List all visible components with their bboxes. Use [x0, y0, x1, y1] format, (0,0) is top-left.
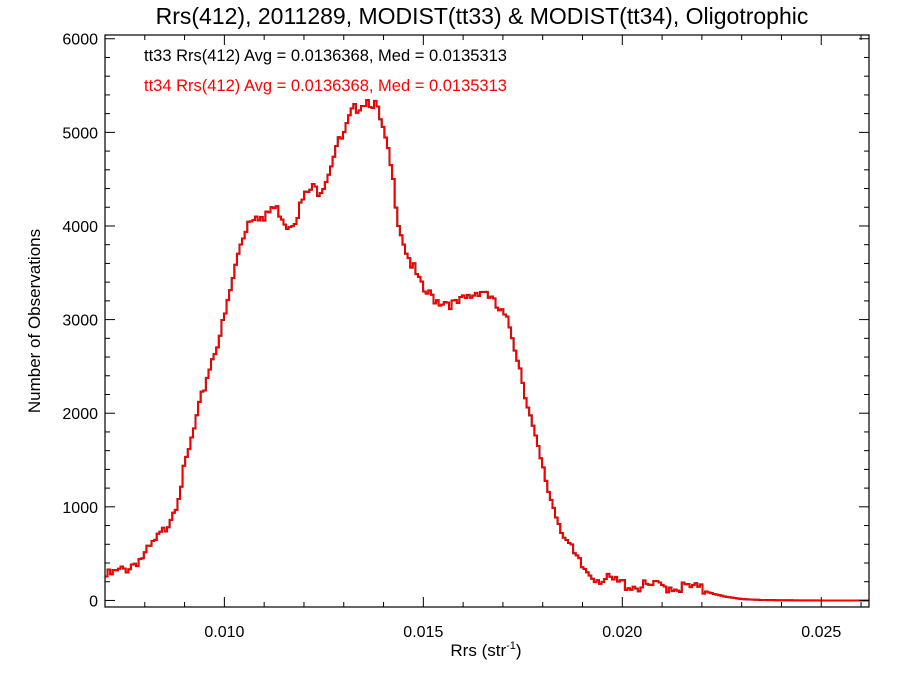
series-line-tt33 — [105, 99, 869, 602]
y-tick-label: 5000 — [62, 125, 98, 142]
series-line-tt34 — [105, 99, 869, 602]
y-tick-label: 4000 — [62, 219, 98, 236]
x-axis-label-main: Rrs (str — [450, 641, 506, 660]
series-layer — [105, 99, 869, 602]
y-axis-label: Number of Observations — [25, 229, 44, 413]
x-axis-label-superscript: -1 — [506, 640, 516, 652]
x-axis-label-close: ) — [516, 641, 522, 660]
x-tick-label: 0.010 — [204, 624, 244, 641]
y-axis: 0 1000 2000 3000 4000 5000 6000 — [62, 32, 869, 610]
x-axis: 0.010 0.015 0.020 0.025 — [104, 35, 862, 641]
y-tick-label: 3000 — [62, 313, 98, 330]
annotation-tt33: tt33 Rrs(412) Avg = 0.0136368, Med = 0.0… — [144, 47, 507, 65]
x-tick-label: 0.015 — [403, 624, 443, 641]
y-tick-label: 0 — [89, 593, 98, 610]
annotation-tt34: tt34 Rrs(412) Avg = 0.0136368, Med = 0.0… — [144, 77, 507, 95]
plot-frame — [104, 34, 870, 608]
y-tick-label: 2000 — [62, 406, 98, 423]
x-axis-label: Rrs (str-1) — [450, 640, 521, 660]
x-tick-label: 0.020 — [602, 624, 642, 641]
chart-title: Rrs(412), 2011289, MODIST(tt33) & MODIST… — [156, 3, 809, 29]
y-tick-label: 1000 — [62, 500, 98, 517]
x-tick-label: 0.025 — [801, 624, 841, 641]
y-tick-label: 6000 — [62, 32, 98, 49]
